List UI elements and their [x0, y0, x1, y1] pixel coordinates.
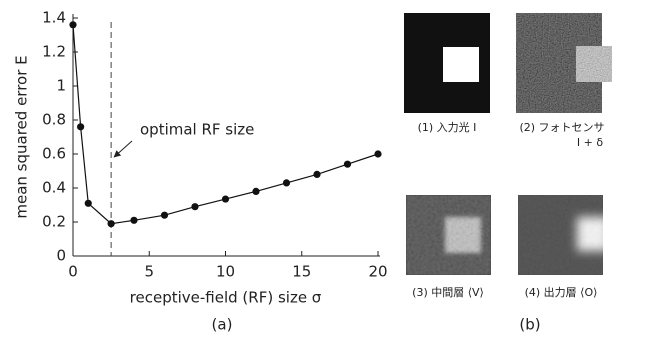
point: [85, 200, 92, 207]
y-tick-label: 0.4: [42, 179, 66, 197]
y-tick-label: 0: [56, 247, 66, 265]
point: [161, 212, 168, 219]
annotation-arrow: [114, 141, 132, 157]
y-tick-label: 0.8: [42, 111, 66, 129]
point: [108, 220, 115, 227]
x-tick-label: 20: [368, 263, 387, 281]
image-input: [404, 13, 490, 113]
caption: (1) 入力光 I: [418, 120, 477, 134]
image-output-layer: [518, 195, 609, 275]
point: [252, 188, 259, 195]
y-tick-label: 0.2: [42, 213, 66, 231]
y-tick-label: 0.6: [42, 145, 66, 163]
caption: (3) 中間層 ⟨V⟩: [412, 286, 484, 299]
x-tick-label: 0: [68, 263, 78, 281]
y-tick-label: 1.2: [42, 43, 66, 61]
annotation: optimal RF size: [140, 121, 254, 139]
y-tick-label: 1: [56, 77, 66, 95]
point: [191, 203, 198, 210]
caption: (2) フォトセンサ: [519, 121, 604, 134]
line-chart: 0 0.2 0.4 0.6 0.8 1 1.2 1.4 0 5 10 15 20 receptive-fi…: [13, 9, 388, 307]
point: [77, 123, 84, 130]
y-tick-label: 1.4: [42, 9, 66, 27]
x-tick-label: 5: [144, 263, 154, 281]
point: [222, 195, 229, 202]
y-axis-label: mean squared error E: [13, 55, 31, 218]
panel-label: (a): [212, 316, 233, 334]
caption: I + δ: [577, 136, 603, 149]
point: [313, 171, 320, 178]
caption: (4) 出力層 ⟨O⟩: [525, 285, 598, 299]
point: [283, 179, 290, 186]
x-tick-label: 10: [216, 263, 235, 281]
figure: 0 0.2 0.4 0.6 0.8 1 1.2 1.4 0 5 10 15 20 receptive-fi…: [0, 0, 669, 342]
point: [69, 21, 76, 28]
panel-label: (b): [519, 316, 540, 334]
point: [130, 217, 137, 224]
image-middle-layer: [406, 195, 491, 275]
point: [374, 150, 381, 157]
x-tick-label: 15: [292, 263, 311, 281]
x-axis-label: receptive-field (RF) size σ: [130, 289, 322, 307]
image-photosensor: [516, 13, 612, 113]
point: [344, 161, 351, 168]
